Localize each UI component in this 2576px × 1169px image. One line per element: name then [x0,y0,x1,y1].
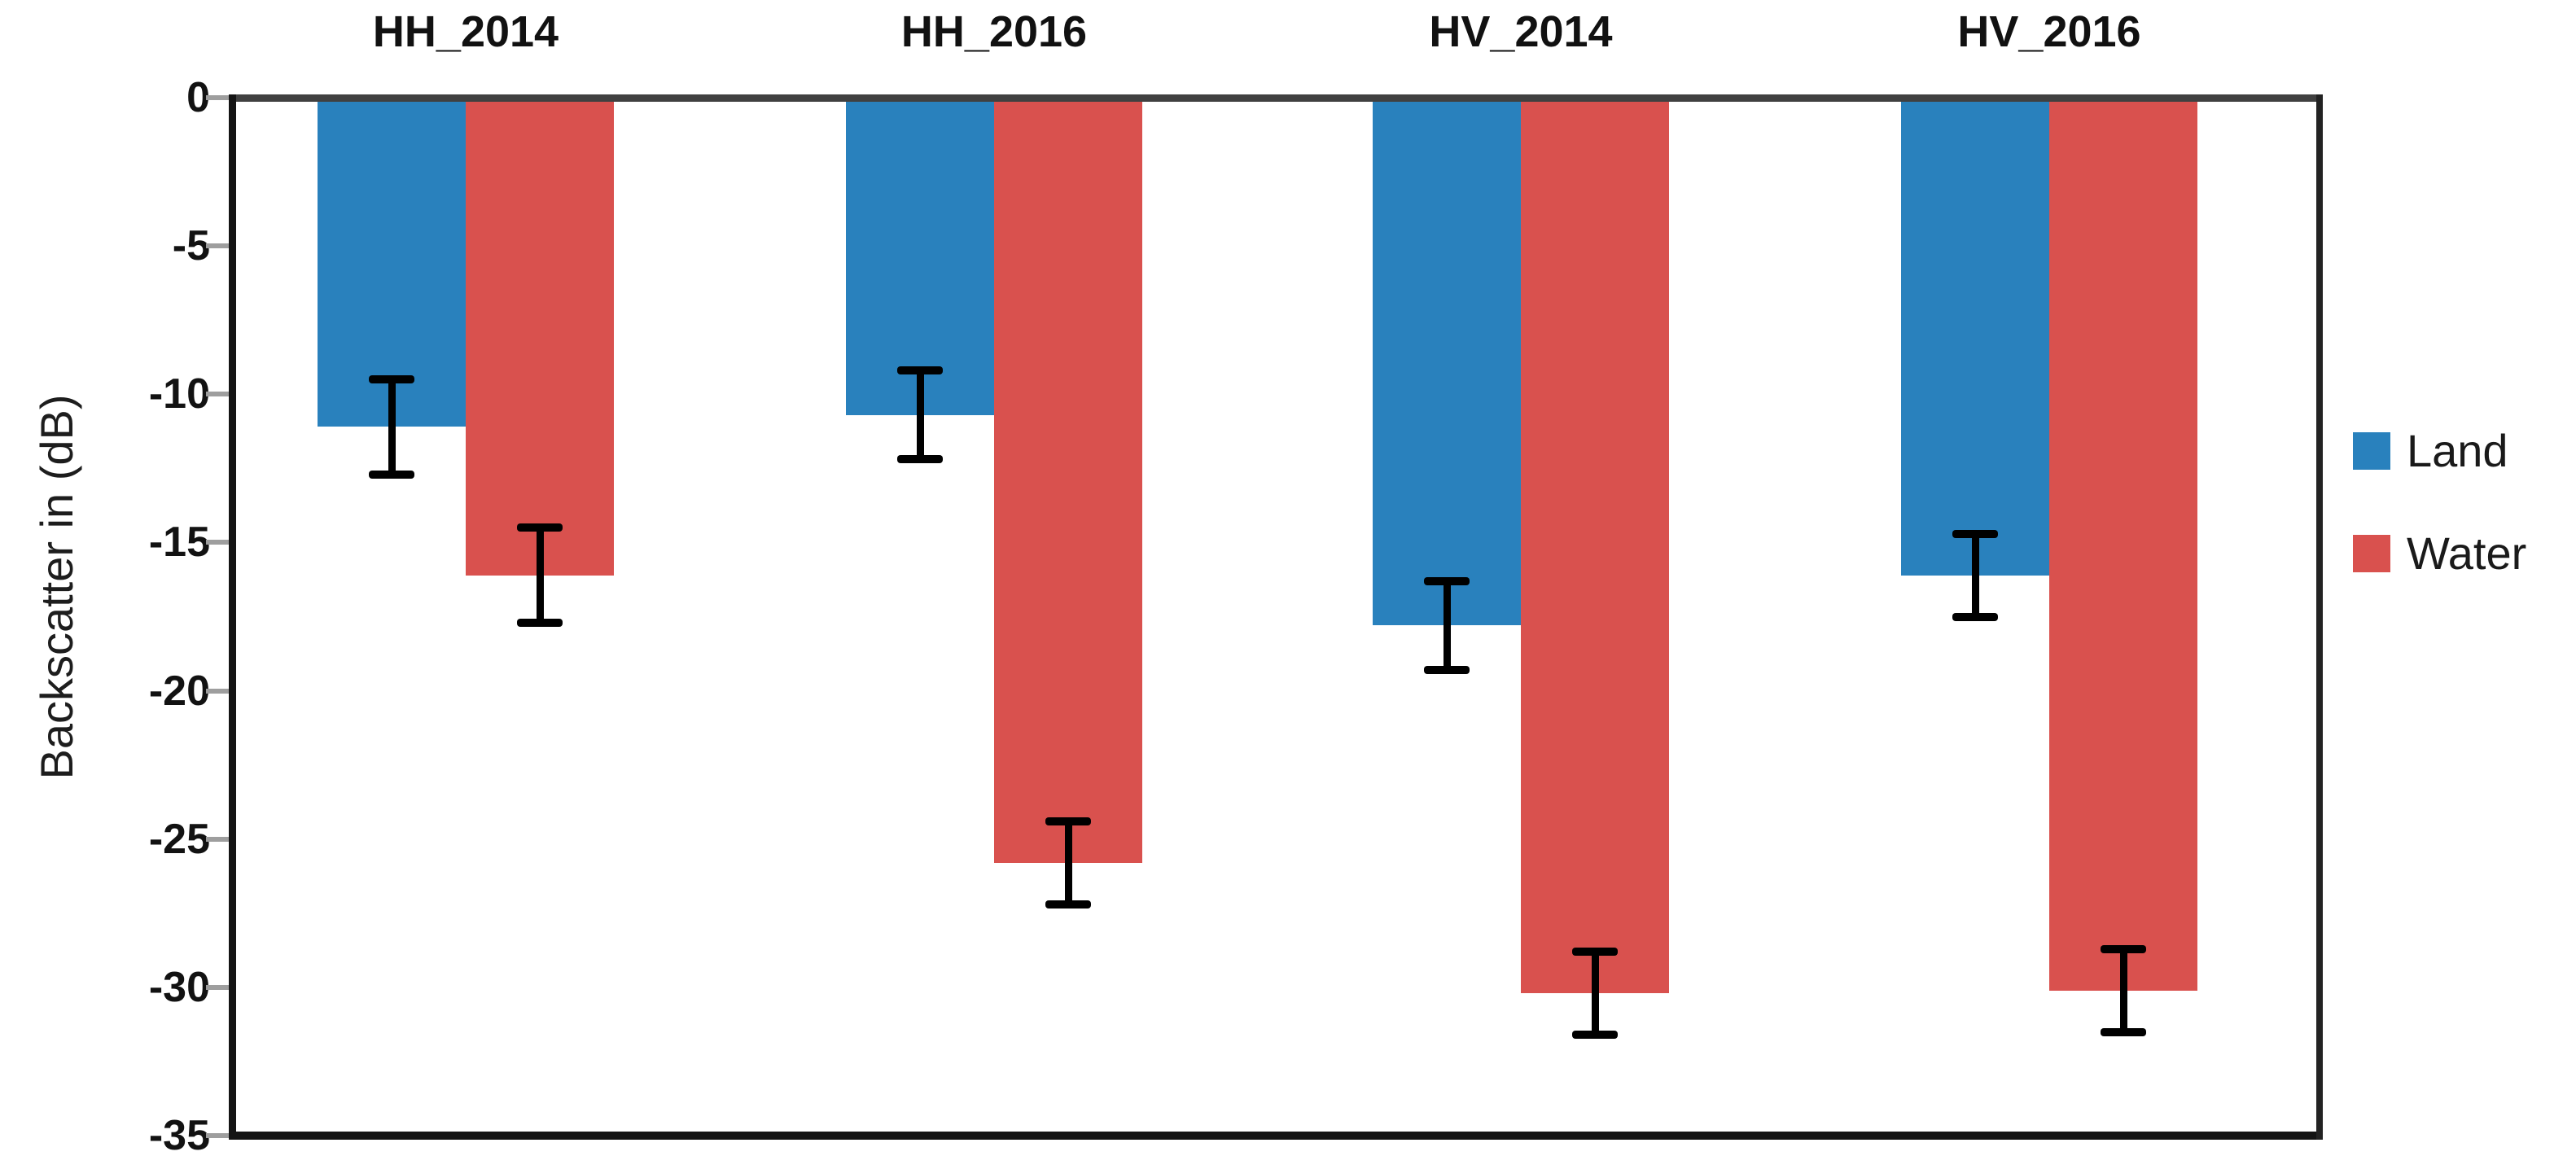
bar-land-hh_2014 [318,98,466,427]
y-tick-label: 0 [186,74,210,121]
group-label-hh_2016: HH_2016 [900,7,1088,56]
y-tick-mark [206,243,232,249]
y-tick-label: -15 [148,519,210,567]
bar-water-hh_2016 [994,98,1142,863]
bar-water-hh_2014 [466,98,614,576]
error-bar-cap-bottom [517,618,563,627]
y-tick-label: -25 [148,815,210,863]
error-bar-line [1591,952,1599,1035]
y-tick-label: -5 [172,222,210,270]
y-tick-mark [206,984,232,990]
error-bar-line [1971,533,1979,617]
error-bar-cap-top [1952,529,1998,538]
error-bar-cap-bottom [1952,612,1998,621]
error-bar-cap-bottom [1572,1031,1618,1040]
y-tick-mark [206,836,232,842]
y-tick-label: -20 [148,667,210,715]
zero-baseline [229,94,2323,102]
group-label-hv_2014: HV_2014 [1429,7,1613,56]
error-bar-line [916,370,924,460]
group-label-hv_2016: HV_2016 [1957,7,2141,56]
error-bar-line [536,528,544,623]
y-axis-line [229,94,236,1140]
error-bar-cap-bottom [897,455,943,464]
y-tick-mark [206,392,232,397]
error-bar-cap-bottom [1045,900,1091,908]
bar-water-hv_2016 [2049,98,2197,991]
y-tick-label: -30 [148,963,210,1011]
y-tick-label: -35 [148,1112,210,1159]
x-axis-line [229,1132,2323,1140]
legend-label-land: Land [2407,425,2508,476]
error-bar-cap-top [1045,817,1091,825]
error-bar-cap-bottom [369,470,414,479]
plot-right-border [2316,94,2323,1140]
y-tick-mark [206,1133,232,1138]
error-bar-cap-top [2101,944,2146,953]
bar-land-hv_2016 [1901,98,2049,576]
error-bar-cap-top [369,375,414,384]
bar-water-hv_2014 [1521,98,1669,994]
bar-land-hh_2016 [846,98,994,415]
error-bar-line [2119,948,2127,1032]
error-bar-line [1443,580,1451,671]
group-label-hh_2014: HH_2014 [372,7,559,56]
y-tick-mark [206,540,232,545]
error-bar-cap-bottom [2101,1027,2146,1036]
y-tick-mark [206,95,232,100]
error-bar-cap-top [1424,576,1470,585]
error-bar-line [1064,821,1072,904]
error-bar-cap-top [1572,948,1618,957]
error-bar-line [388,379,396,475]
bar-land-hv_2014 [1373,98,1521,626]
error-bar-cap-top [517,523,563,532]
error-bar-cap-top [897,366,943,375]
error-bar-cap-bottom [1424,666,1470,675]
legend-swatch-land [2353,432,2390,470]
y-tick-mark [206,688,232,694]
legend-label-water: Water [2407,528,2527,579]
y-tick-label: -10 [148,370,210,418]
legend-swatch-water [2353,535,2390,572]
